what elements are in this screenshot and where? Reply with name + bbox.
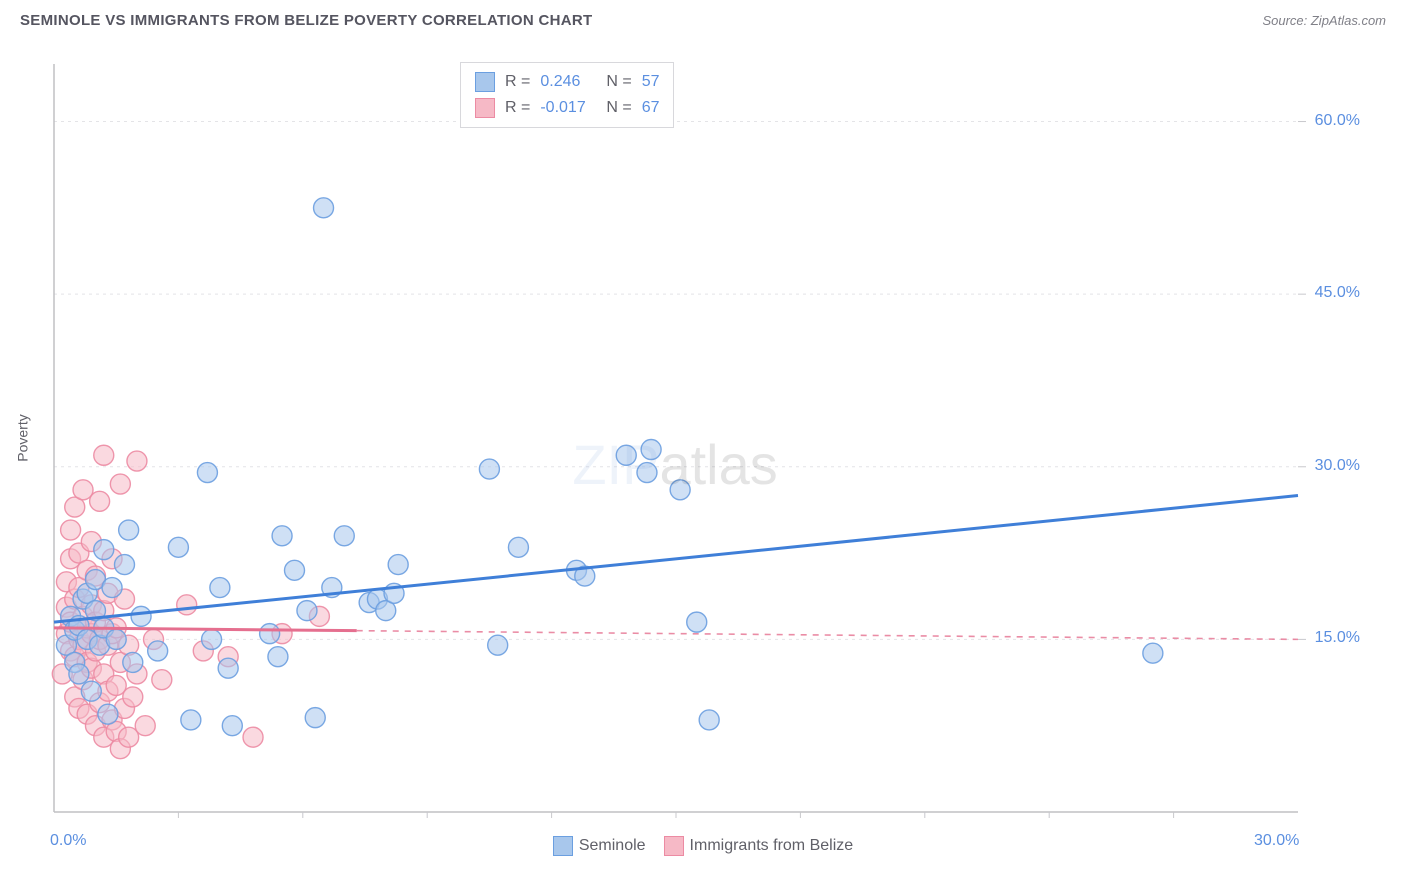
- series-legend-label: Seminole: [579, 837, 646, 855]
- chart-title: SEMINOLE VS IMMIGRANTS FROM BELIZE POVER…: [20, 12, 592, 29]
- x-axis-tick-label: 30.0%: [1254, 832, 1299, 850]
- legend-r-label: R =: [505, 69, 530, 95]
- correlation-legend-row: R = -0.017 N = 67: [475, 95, 659, 121]
- chart-plot-area: ZIPatlas: [48, 58, 1358, 818]
- y-axis-tick-label: 30.0%: [1310, 457, 1360, 475]
- series-legend-item: Immigrants from Belize: [664, 836, 854, 856]
- legend-r-value: -0.017: [540, 95, 596, 121]
- legend-r-value: 0.246: [540, 69, 596, 95]
- y-axis-label: Poverty: [15, 414, 31, 461]
- y-axis-tick-label: 60.0%: [1310, 112, 1360, 130]
- y-axis-label-container: Poverty: [8, 58, 38, 818]
- scatter-chart-svg: [48, 58, 1358, 818]
- legend-swatch: [553, 836, 573, 856]
- series-legend: Seminole Immigrants from Belize: [0, 836, 1406, 856]
- legend-swatch: [475, 72, 495, 92]
- legend-swatch: [475, 98, 495, 118]
- correlation-legend-row: R = 0.246 N = 57: [475, 69, 659, 95]
- legend-n-value: 57: [642, 69, 660, 95]
- header-bar: SEMINOLE VS IMMIGRANTS FROM BELIZE POVER…: [0, 0, 1406, 40]
- y-axis-tick-label: 45.0%: [1310, 284, 1360, 302]
- correlation-legend: R = 0.246 N = 57 R = -0.017 N = 67: [460, 62, 674, 128]
- y-axis-tick-label: 15.0%: [1310, 629, 1360, 647]
- legend-r-label: R =: [505, 95, 530, 121]
- legend-n-label: N =: [606, 69, 631, 95]
- series-legend-label: Immigrants from Belize: [690, 837, 854, 855]
- legend-n-value: 67: [642, 95, 660, 121]
- legend-n-label: N =: [606, 95, 631, 121]
- source-attribution: Source: ZipAtlas.com: [1262, 13, 1386, 28]
- x-axis-tick-label: 0.0%: [50, 832, 86, 850]
- series-legend-item: Seminole: [553, 836, 646, 856]
- legend-swatch: [664, 836, 684, 856]
